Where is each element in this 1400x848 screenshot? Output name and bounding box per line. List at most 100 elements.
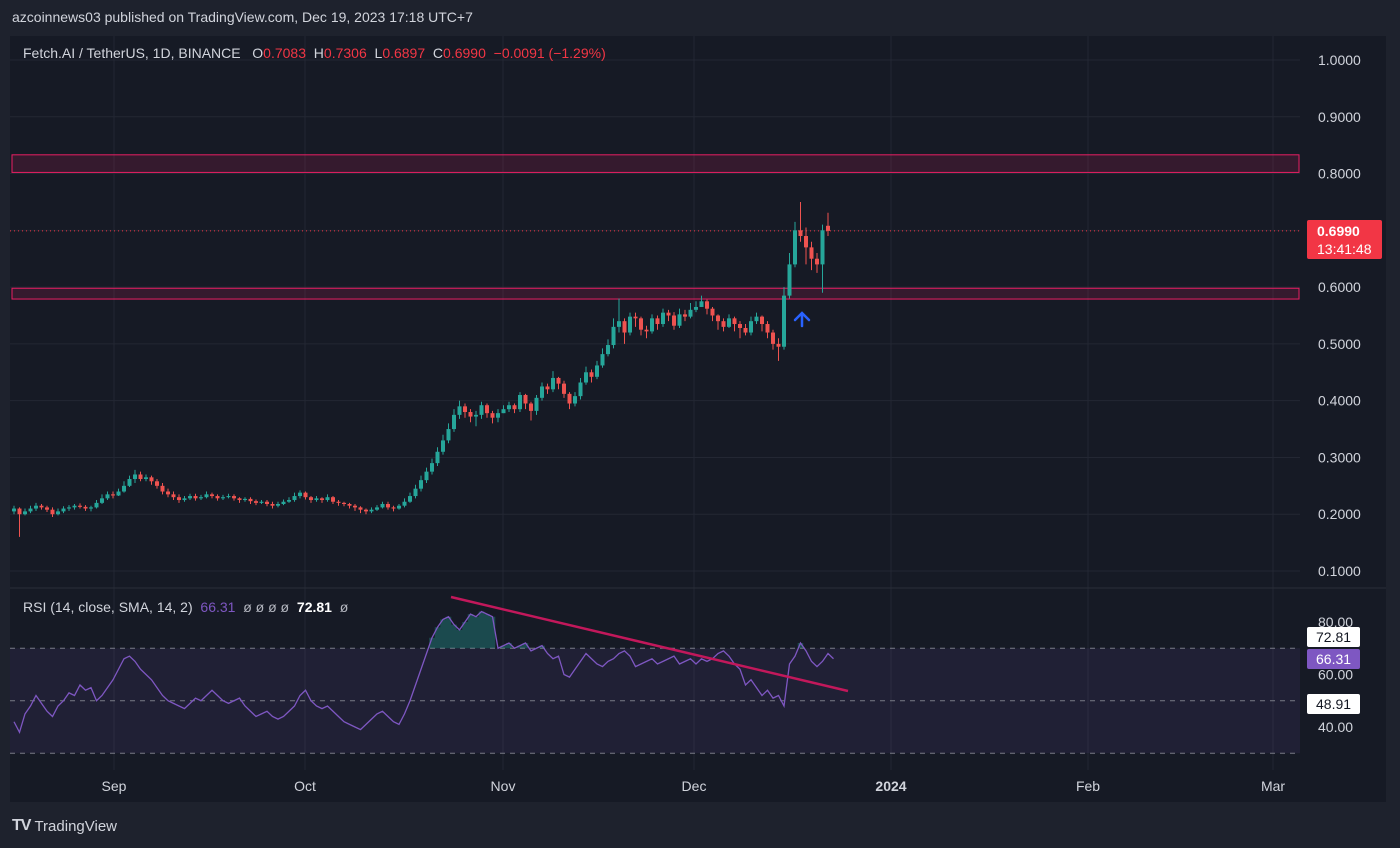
candle-body bbox=[430, 463, 434, 472]
candle-body bbox=[12, 508, 16, 512]
candle-body bbox=[655, 318, 660, 325]
candle-body bbox=[523, 394, 528, 404]
candle-body bbox=[413, 488, 418, 497]
rsi-line bbox=[13, 610, 834, 734]
rsi-empty-values: ø ø ø ø bbox=[243, 599, 290, 615]
candle-body bbox=[490, 413, 495, 418]
candle-body bbox=[512, 405, 517, 410]
candle-body bbox=[276, 504, 280, 506]
rsi-tick-label: 40.00 bbox=[1318, 719, 1353, 735]
candle-body bbox=[353, 505, 357, 508]
candle-body bbox=[243, 498, 247, 501]
candle-body bbox=[78, 505, 82, 507]
zones bbox=[10, 154, 1300, 300]
candle-body bbox=[716, 315, 720, 322]
candle-body bbox=[457, 406, 462, 415]
candle-body bbox=[782, 295, 786, 347]
candle-body bbox=[551, 377, 555, 390]
price-tick-label: 1.0000 bbox=[1318, 52, 1361, 68]
candle-body bbox=[204, 494, 209, 498]
rsi-value: 66.31 bbox=[200, 599, 236, 615]
chart-area[interactable] bbox=[10, 36, 1386, 802]
candle-body bbox=[193, 496, 198, 499]
candle-body bbox=[100, 498, 104, 503]
price-tick-label: 0.3000 bbox=[1318, 449, 1361, 465]
brand-name: TradingView bbox=[34, 817, 117, 835]
candle-body bbox=[149, 477, 154, 482]
candle-body bbox=[518, 394, 522, 410]
price-tick-label: 0.2000 bbox=[1318, 506, 1361, 522]
candle-body bbox=[347, 504, 352, 506]
candle-body bbox=[56, 511, 60, 515]
candle-body bbox=[688, 309, 693, 317]
rsi-ma-badge bbox=[1307, 627, 1360, 647]
rsi-empty-last: ø bbox=[339, 599, 349, 615]
candle-body bbox=[226, 496, 231, 498]
support-zone bbox=[11, 287, 1300, 300]
candle-body bbox=[732, 318, 737, 325]
candle-body bbox=[727, 318, 731, 327]
candle-body bbox=[127, 479, 132, 486]
candle-body bbox=[336, 501, 341, 503]
change-value: −0.0091 (−1.29%) bbox=[493, 45, 606, 61]
price-tick-label: 0.6000 bbox=[1318, 279, 1361, 295]
candle-body bbox=[259, 501, 264, 503]
candle-body bbox=[776, 343, 781, 347]
last-price-badge-value: 0.6990 bbox=[1317, 223, 1360, 239]
candle-body bbox=[628, 316, 632, 333]
candle-body bbox=[358, 507, 363, 510]
candle-body bbox=[419, 480, 423, 489]
candle-body bbox=[166, 491, 170, 495]
open-value: 0.7083 bbox=[263, 45, 306, 61]
rsi-legend[interactable]: RSI (14, close, SMA, 14, 2) 66.31 ø ø ø … bbox=[23, 599, 348, 615]
rsi-tick-label: 80.00 bbox=[1318, 614, 1353, 630]
candle-body bbox=[562, 383, 566, 394]
candle-body bbox=[375, 507, 379, 510]
candle-body bbox=[765, 324, 770, 333]
rsi-label[interactable]: RSI (14, close, SMA, 14, 2) bbox=[23, 599, 193, 615]
candle-body bbox=[787, 264, 792, 296]
candle-body bbox=[320, 498, 324, 501]
candle-body bbox=[309, 497, 313, 501]
candle-body bbox=[287, 500, 291, 502]
candle-body bbox=[677, 314, 682, 326]
up-arrow-icon bbox=[793, 311, 811, 328]
tradingview-brand[interactable]: TV TradingView bbox=[12, 817, 117, 835]
candle-body bbox=[111, 494, 115, 496]
candle-body bbox=[545, 386, 550, 390]
candle-body bbox=[485, 405, 489, 414]
ohlc-legend[interactable]: Fetch.AI / TetherUS, 1D, BINANCE O0.7083… bbox=[23, 45, 606, 61]
candle-body bbox=[182, 498, 187, 501]
candle-body bbox=[501, 409, 506, 414]
candle-body bbox=[474, 414, 478, 417]
candle-body bbox=[45, 507, 49, 510]
rsi-ma-badge-value: 72.81 bbox=[1316, 629, 1351, 645]
symbol-name[interactable]: Fetch.AI / TetherUS, 1D, BINANCE bbox=[23, 45, 241, 61]
candle-body bbox=[138, 474, 143, 480]
open-label: O bbox=[252, 45, 264, 61]
candle-body bbox=[342, 502, 346, 505]
candle-body bbox=[567, 393, 572, 404]
candle-body bbox=[573, 396, 577, 404]
candle-body bbox=[479, 405, 484, 415]
candle-body bbox=[622, 321, 627, 333]
candle-body bbox=[155, 481, 159, 486]
candle-body bbox=[314, 498, 319, 501]
candle-body bbox=[452, 414, 456, 430]
candle-body bbox=[248, 498, 253, 502]
price-tick-label: 0.8000 bbox=[1318, 166, 1361, 182]
high-label: H bbox=[313, 45, 324, 61]
candle-body bbox=[424, 471, 429, 481]
price-tick-label: 0.1000 bbox=[1318, 563, 1361, 579]
candle-body bbox=[595, 365, 599, 377]
rsi-axis[interactable]: 80.00 60.00 40.00 bbox=[1318, 614, 1353, 735]
time-tick-label: 2024 bbox=[875, 778, 906, 794]
grid-lines bbox=[10, 36, 1386, 770]
price-axis[interactable]: 1.00000.90000.80000.70000.60000.50000.40… bbox=[1318, 52, 1361, 579]
candle-body bbox=[754, 316, 759, 322]
time-axis[interactable]: Sep Oct Nov Dec 2024 Feb Mar bbox=[102, 778, 1286, 794]
time-tick-label: Sep bbox=[102, 778, 127, 794]
candle-body bbox=[589, 372, 594, 377]
candle-body bbox=[215, 496, 220, 499]
